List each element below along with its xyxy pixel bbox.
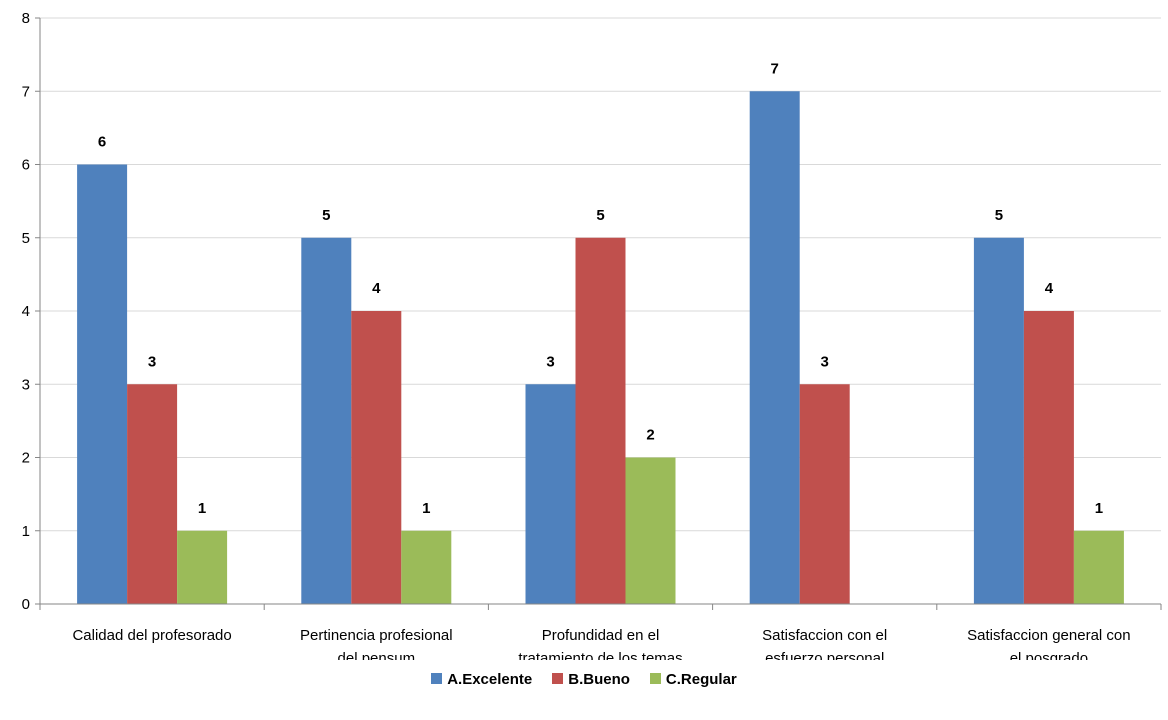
legend-label: C.Regular [665, 670, 737, 688]
data-label: 3 [821, 353, 829, 370]
y-tick-label: 4 [22, 303, 30, 320]
legend-item: A.Excelente [431, 671, 532, 688]
data-label: 5 [322, 207, 330, 224]
bar [1023, 311, 1074, 604]
bar [575, 237, 626, 604]
category-label: Calidad del profesorado [72, 627, 231, 644]
category-label: Satisfaccion con el [762, 627, 887, 644]
legend-swatch [552, 673, 564, 685]
data-label: 5 [995, 207, 1003, 224]
bar [401, 530, 452, 604]
y-tick-label: 5 [22, 230, 30, 247]
bar [973, 237, 1024, 604]
data-label: 3 [148, 353, 156, 370]
category-label: Profundidad en el [542, 627, 660, 644]
legend-item: B.Bueno [552, 671, 630, 688]
legend-swatch [649, 673, 661, 685]
bar [127, 384, 178, 604]
legend-item: C.Regular [649, 670, 737, 688]
bar [799, 384, 850, 604]
category-label: del pensum [338, 650, 416, 660]
bar [351, 311, 402, 604]
data-label: 4 [372, 280, 381, 297]
legend-label: B.Bueno [568, 670, 630, 688]
bar [525, 384, 576, 604]
data-label: 4 [1045, 280, 1054, 297]
legend-swatch [431, 673, 443, 685]
data-label: 3 [546, 353, 554, 370]
legend-label: A.Excelente [447, 670, 533, 688]
y-tick-label: 7 [22, 83, 30, 100]
bar [1073, 530, 1124, 604]
bar [177, 530, 228, 604]
category-label: tratamiento de los temas [518, 650, 682, 660]
bar [625, 457, 676, 604]
data-label: 5 [596, 207, 604, 224]
category-label: el posgrado [1010, 650, 1088, 660]
data-label: 6 [98, 134, 106, 151]
data-label: 1 [1095, 500, 1103, 517]
category-label: Pertinencia profesional [300, 627, 453, 644]
y-tick-label: 0 [22, 596, 30, 613]
bar-chart: 0 1 2 3 4 5 6 7 8 6 3 1 Calidad del profesorado 5 4 1 Pe… [22, 10, 1162, 660]
y-tick-label: 6 [22, 157, 30, 174]
data-label: 7 [771, 60, 779, 77]
y-tick-label: 2 [22, 450, 30, 467]
labels: 0 1 2 3 4 5 6 7 8 6 3 1 Calidad del profesorado 5 4 1 Pe… [22, 10, 1131, 660]
bar [301, 237, 352, 604]
data-label: 2 [646, 427, 654, 444]
y-tick-label: 8 [22, 10, 30, 27]
axes [35, 17, 1162, 610]
y-tick-label: 3 [22, 376, 30, 393]
y-tick-label: 1 [22, 523, 30, 540]
bar [77, 164, 128, 604]
data-label: 1 [422, 500, 430, 517]
data-label: 1 [198, 500, 206, 517]
bar [749, 91, 800, 604]
category-label: esfuerzo personal [765, 650, 884, 660]
bars [77, 91, 1124, 604]
legend: A.Excelente B.Bueno C.Regular [0, 670, 1168, 688]
category-label: Satisfaccion general con [967, 627, 1130, 644]
